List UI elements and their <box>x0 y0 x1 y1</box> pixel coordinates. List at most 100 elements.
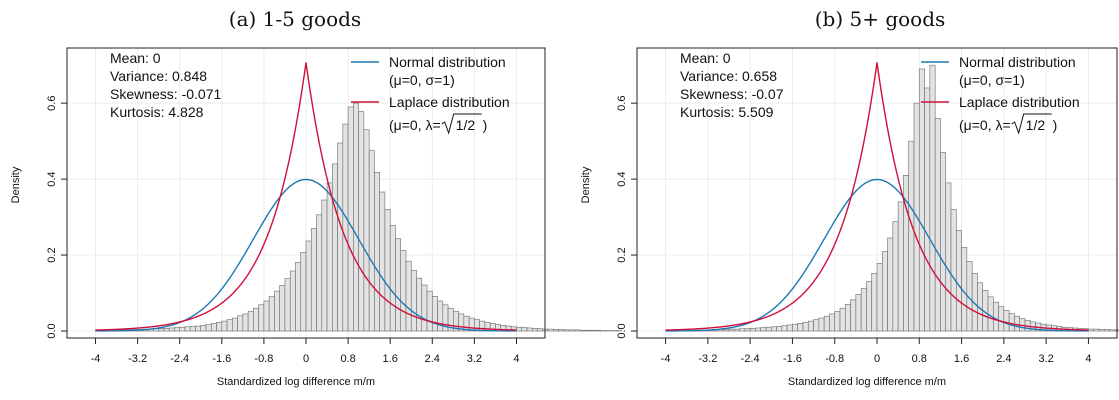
histogram-bar <box>389 225 396 332</box>
histogram-bar <box>1103 329 1110 332</box>
legend-normal-label: Normal distribution <box>389 54 506 70</box>
histogram-bar <box>818 317 825 332</box>
histogram-bar <box>216 321 223 332</box>
legend-normal-params: (μ=0, σ=1) <box>959 72 1025 88</box>
histogram-bar <box>347 106 354 332</box>
histogram-bar <box>468 317 475 332</box>
histogram-bar <box>908 140 915 332</box>
y-tick-label: 0.4 <box>616 171 628 186</box>
histogram-bar <box>416 277 423 332</box>
y-tick-label: 0.0 <box>46 323 58 338</box>
x-tick-label: -0.8 <box>825 353 844 365</box>
histogram-bar <box>744 328 751 332</box>
histogram-bar <box>405 260 412 332</box>
histogram-bar <box>321 199 328 332</box>
histogram-bar <box>284 278 291 332</box>
histogram-bar <box>342 123 349 332</box>
histogram-bar <box>781 325 788 332</box>
legend-normal-label: Normal distribution <box>959 54 1076 70</box>
histogram-bar <box>850 299 857 332</box>
histogram-bar <box>934 118 941 332</box>
x-tick-label: -1.6 <box>212 353 231 365</box>
histogram-bar <box>749 328 756 332</box>
histogram-bar <box>929 64 936 332</box>
histogram-bar <box>839 307 846 332</box>
histogram-bar <box>940 152 947 332</box>
histogram-bar <box>310 228 317 332</box>
histogram-bar <box>860 288 867 332</box>
histogram-bar <box>326 182 333 332</box>
x-tick-label: -4 <box>91 353 101 365</box>
histogram-bar <box>813 319 820 332</box>
histogram-bar <box>553 329 559 332</box>
legend-laplace-label: Laplace distribution <box>389 94 510 110</box>
summary-stat: Mean: 0 <box>110 50 161 66</box>
x-tick-label: 4 <box>513 353 519 365</box>
summary-stat: Variance: 0.658 <box>680 68 777 84</box>
histogram-bar <box>1003 310 1010 332</box>
histogram-bar <box>887 237 894 332</box>
chart-title: (a) 1-5 goods <box>229 7 361 31</box>
histogram-bar <box>205 324 212 332</box>
histogram-bar <box>395 238 402 332</box>
histogram-bar <box>547 328 554 332</box>
histogram-bar <box>1109 329 1116 332</box>
histogram-bar <box>823 315 830 332</box>
x-tick-label: -3.2 <box>128 353 147 365</box>
histogram-bar <box>950 209 957 332</box>
histogram-bar <box>358 111 365 332</box>
histogram-bar <box>437 300 444 332</box>
histogram-bar <box>363 129 370 332</box>
histogram-bar <box>871 272 878 332</box>
histogram-bar <box>924 87 931 332</box>
laplace-curve <box>95 62 517 331</box>
normal-curve <box>95 178 517 332</box>
legend-laplace-close: ) <box>1053 117 1058 133</box>
histogram-bar <box>174 327 181 332</box>
histogram-bar <box>316 214 323 332</box>
histogram-bar <box>881 251 888 332</box>
histogram-bar <box>1098 329 1105 332</box>
histogram-bar <box>479 320 486 332</box>
histogram-bar <box>158 328 165 332</box>
histogram-bar <box>844 304 851 332</box>
histogram-bar <box>232 317 238 332</box>
laplace-curve <box>665 62 1089 331</box>
histogram-bar <box>892 221 899 332</box>
histogram-bar <box>918 68 925 332</box>
histogram-bar <box>279 285 286 332</box>
x-tick-label: 0 <box>303 353 309 365</box>
histogram-bar <box>168 327 175 332</box>
histogram-bar <box>431 296 438 332</box>
histogram-bar <box>295 261 302 332</box>
x-tick-label: 4 <box>1085 353 1091 365</box>
histogram-bar <box>563 329 570 332</box>
histogram-bar <box>1008 313 1015 332</box>
x-tick-label: 0 <box>874 353 880 365</box>
y-tick-label: 0.2 <box>46 247 58 262</box>
histogram-bar <box>163 328 170 332</box>
histogram-bar <box>760 327 767 332</box>
x-tick-label: -2.4 <box>741 353 760 365</box>
histogram-bar <box>474 319 480 332</box>
histogram-bar <box>274 290 280 332</box>
x-tick-label: -0.8 <box>254 353 273 365</box>
histogram-bar <box>426 290 433 332</box>
chart-title: (b) 5+ goods <box>815 7 946 31</box>
y-tick-label: 0.2 <box>616 247 628 262</box>
x-tick-label: -4 <box>661 353 671 365</box>
histogram-bar <box>400 250 407 332</box>
histogram-bar <box>226 319 233 332</box>
histogram-bar <box>770 326 777 332</box>
histogram-bar <box>866 281 873 332</box>
legend-laplace-params: (μ=0, λ= <box>959 117 1011 133</box>
histogram-bar <box>242 313 249 332</box>
histogram-bar <box>210 323 217 332</box>
histogram-bar <box>855 294 862 332</box>
histogram-bar <box>992 301 999 332</box>
legend-laplace-close: ) <box>483 117 488 133</box>
x-tick-label: 0.8 <box>340 353 355 365</box>
histogram-bar <box>568 329 575 332</box>
histogram-bar <box>945 182 952 332</box>
